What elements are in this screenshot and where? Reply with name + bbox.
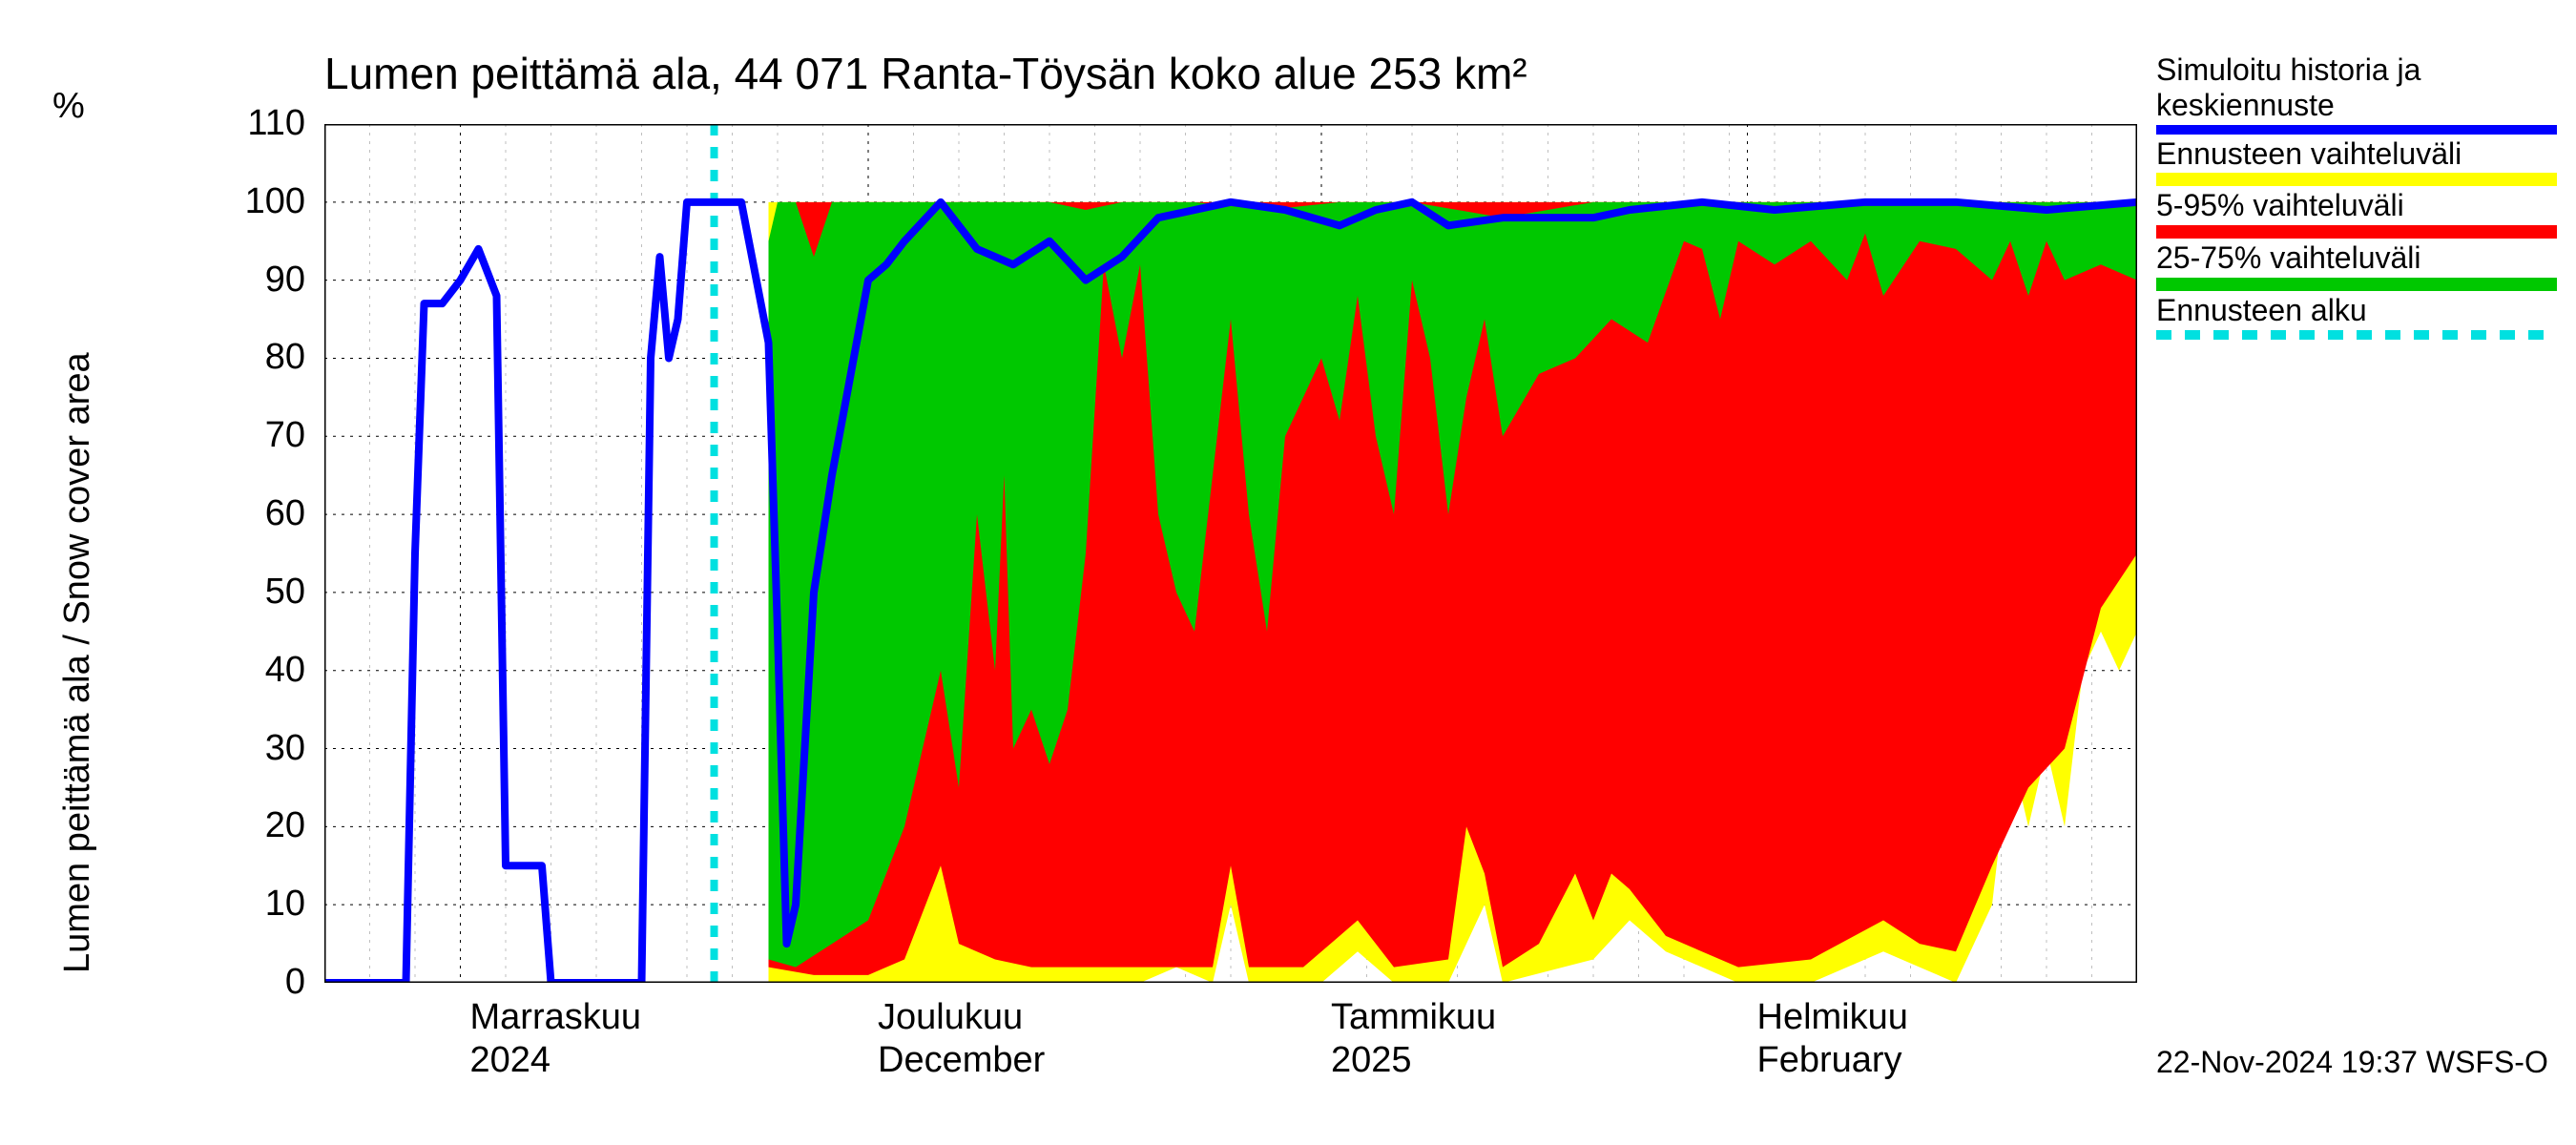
chart-title: Lumen peittämä ala, 44 071 Ranta-Töysän … [324, 48, 1527, 99]
y-tick-label: 40 [0, 650, 305, 691]
x-tick-label-top: Joulukuu [878, 997, 1023, 1038]
legend-label: Ennusteen alku [2156, 293, 2557, 328]
y-tick-label: 100 [0, 181, 305, 222]
x-tick-label-top: Helmikuu [1757, 997, 1908, 1038]
y-tick-label: 70 [0, 415, 305, 456]
chart-container: % Lumen peittämä ala / Snow cover area L… [0, 0, 2576, 1145]
x-tick-label-bottom: 2025 [1331, 1040, 1412, 1081]
x-tick-label-bottom: February [1757, 1040, 1902, 1081]
x-tick-label-top: Tammikuu [1331, 997, 1496, 1038]
legend-swatch [2156, 278, 2557, 291]
legend-swatch [2156, 125, 2557, 135]
legend-item: Ennusteen vaihteluväli [2156, 136, 2557, 187]
legend-label: Simuloitu historia ja keskiennuste [2156, 52, 2557, 123]
legend-item: 5-95% vaihteluväli [2156, 188, 2557, 239]
footer-timestamp: 22-Nov-2024 19:37 WSFS-O [2156, 1045, 2548, 1080]
legend-item: Ennusteen alku [2156, 293, 2557, 340]
y-tick-label: 80 [0, 337, 305, 378]
legend-item: 25-75% vaihteluväli [2156, 240, 2557, 291]
legend-swatch [2156, 330, 2557, 340]
y-tick-label: 10 [0, 884, 305, 925]
y-tick-label: 20 [0, 805, 305, 846]
x-tick-label-top: Marraskuu [470, 997, 642, 1038]
plot-svg [324, 124, 2137, 983]
legend-label: Ennusteen vaihteluväli [2156, 136, 2557, 172]
legend-item: Simuloitu historia ja keskiennuste [2156, 52, 2557, 135]
legend: Simuloitu historia ja keskiennuste Ennust… [2156, 52, 2557, 342]
y-tick-label: 60 [0, 493, 305, 534]
legend-label: 5-95% vaihteluväli [2156, 188, 2557, 223]
y-tick-label: 0 [0, 962, 305, 1003]
legend-swatch [2156, 225, 2557, 239]
x-tick-label-bottom: 2024 [470, 1040, 551, 1081]
x-tick-label-bottom: December [878, 1040, 1045, 1081]
y-tick-label: 110 [0, 103, 305, 144]
y-tick-label: 30 [0, 728, 305, 769]
y-tick-label: 50 [0, 572, 305, 613]
legend-swatch [2156, 173, 2557, 186]
y-tick-label: 90 [0, 260, 305, 301]
legend-label: 25-75% vaihteluväli [2156, 240, 2557, 276]
